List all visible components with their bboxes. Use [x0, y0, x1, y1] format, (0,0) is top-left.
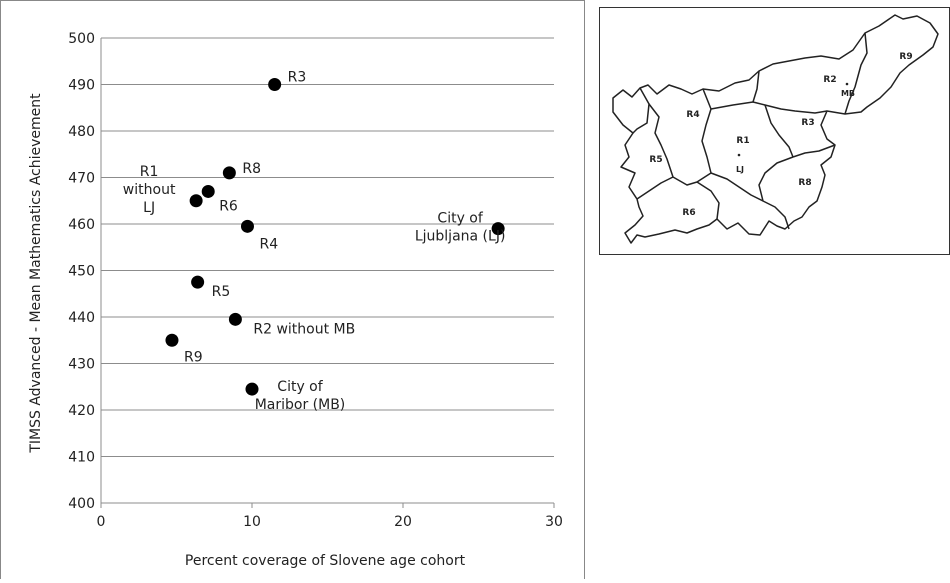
region-border: [648, 103, 698, 186]
chart-frame: [0, 0, 585, 583]
data-point-label: R4: [259, 236, 278, 252]
data-point-label: City of: [437, 211, 483, 227]
data-point-label: R9: [184, 349, 203, 365]
region-border: [792, 144, 836, 158]
y-tick-label: 490: [68, 78, 95, 94]
map-label-r5: R5: [649, 155, 662, 165]
region-border: [636, 176, 674, 200]
scatter-chart-panel: 400 410 420 430 440 450 460 470 480 490 500 0 10 20 30…: [0, 0, 585, 583]
data-point-label: R5: [212, 284, 231, 300]
data-point: [191, 275, 205, 289]
region-border: [710, 101, 828, 114]
y-axis-title: TIMSS Advanced - Mean Mathematics Achiev…: [28, 93, 44, 454]
data-point-label: R3: [288, 70, 307, 86]
map-label-r4: R4: [686, 110, 699, 120]
region-border: [752, 70, 760, 103]
maribor-dot: [845, 82, 849, 86]
data-point: [240, 219, 254, 233]
data-point: [491, 222, 505, 236]
slovenia-regions-map: R9 R2 R4 R1 R3 R5 R8 R6 MB LJ: [599, 7, 950, 255]
region-border: [764, 104, 794, 158]
map-label-mb: MB: [841, 89, 855, 98]
map-label-r8: R8: [798, 178, 811, 188]
y-tick-label: 400: [68, 496, 95, 512]
data-point: [201, 184, 215, 198]
data-point-label: LJ: [143, 200, 155, 216]
y-tick-label: 420: [68, 403, 95, 419]
map-label-r6: R6: [682, 208, 695, 218]
y-tick-label: 410: [68, 450, 95, 466]
x-tick-label: 0: [97, 514, 106, 530]
region-border: [844, 32, 868, 115]
map-svg: R9 R2 R4 R1 R3 R5 R8 R6 MB LJ: [599, 7, 950, 255]
y-tick-label: 500: [68, 31, 95, 47]
y-tick-label: 460: [68, 217, 95, 233]
region-border: [758, 156, 794, 230]
data-point: [268, 78, 282, 91]
y-tick-label: 450: [68, 264, 95, 280]
data-point: [228, 312, 242, 326]
data-point-label: Ljubljana (LJ): [415, 229, 506, 245]
data-point: [189, 194, 203, 208]
data-point-label: Maribor (MB): [255, 397, 346, 413]
x-tick-label: 20: [394, 514, 412, 530]
region-border: [696, 181, 720, 220]
scatter-chart: 400 410 420 430 440 450 460 470 480 490 500 0 10 20 30…: [0, 0, 585, 583]
y-tick-label: 480: [68, 124, 95, 140]
y-tick-label: 470: [68, 171, 95, 187]
y-tick-label: 430: [68, 357, 95, 373]
region-border: [632, 87, 650, 134]
data-point: [222, 166, 236, 180]
data-point-label: City of: [277, 379, 323, 395]
map-label-r9: R9: [899, 52, 912, 62]
map-frame: [599, 7, 950, 255]
region-border: [710, 172, 764, 202]
data-point-label: without: [123, 182, 176, 198]
data-point-label: R1: [140, 164, 159, 180]
x-axis-title: Percent coverage of Slovene age cohort: [185, 553, 466, 569]
ljubljana-dot: [737, 153, 741, 157]
map-label-r2: R2: [823, 75, 836, 85]
map-label-r3: R3: [801, 118, 814, 128]
x-tick-label: 30: [545, 514, 563, 530]
map-label-r1: R1: [736, 136, 749, 146]
data-point: [245, 382, 259, 396]
y-tick-label: 440: [68, 310, 95, 326]
data-point-label: R8: [242, 161, 261, 177]
data-point-label: R2 without MB: [253, 321, 355, 337]
country-outline: [612, 14, 939, 244]
data-point: [165, 333, 179, 347]
data-point-label: R6: [219, 198, 238, 214]
map-label-lj: LJ: [736, 165, 744, 174]
x-tick-label: 10: [243, 514, 261, 530]
